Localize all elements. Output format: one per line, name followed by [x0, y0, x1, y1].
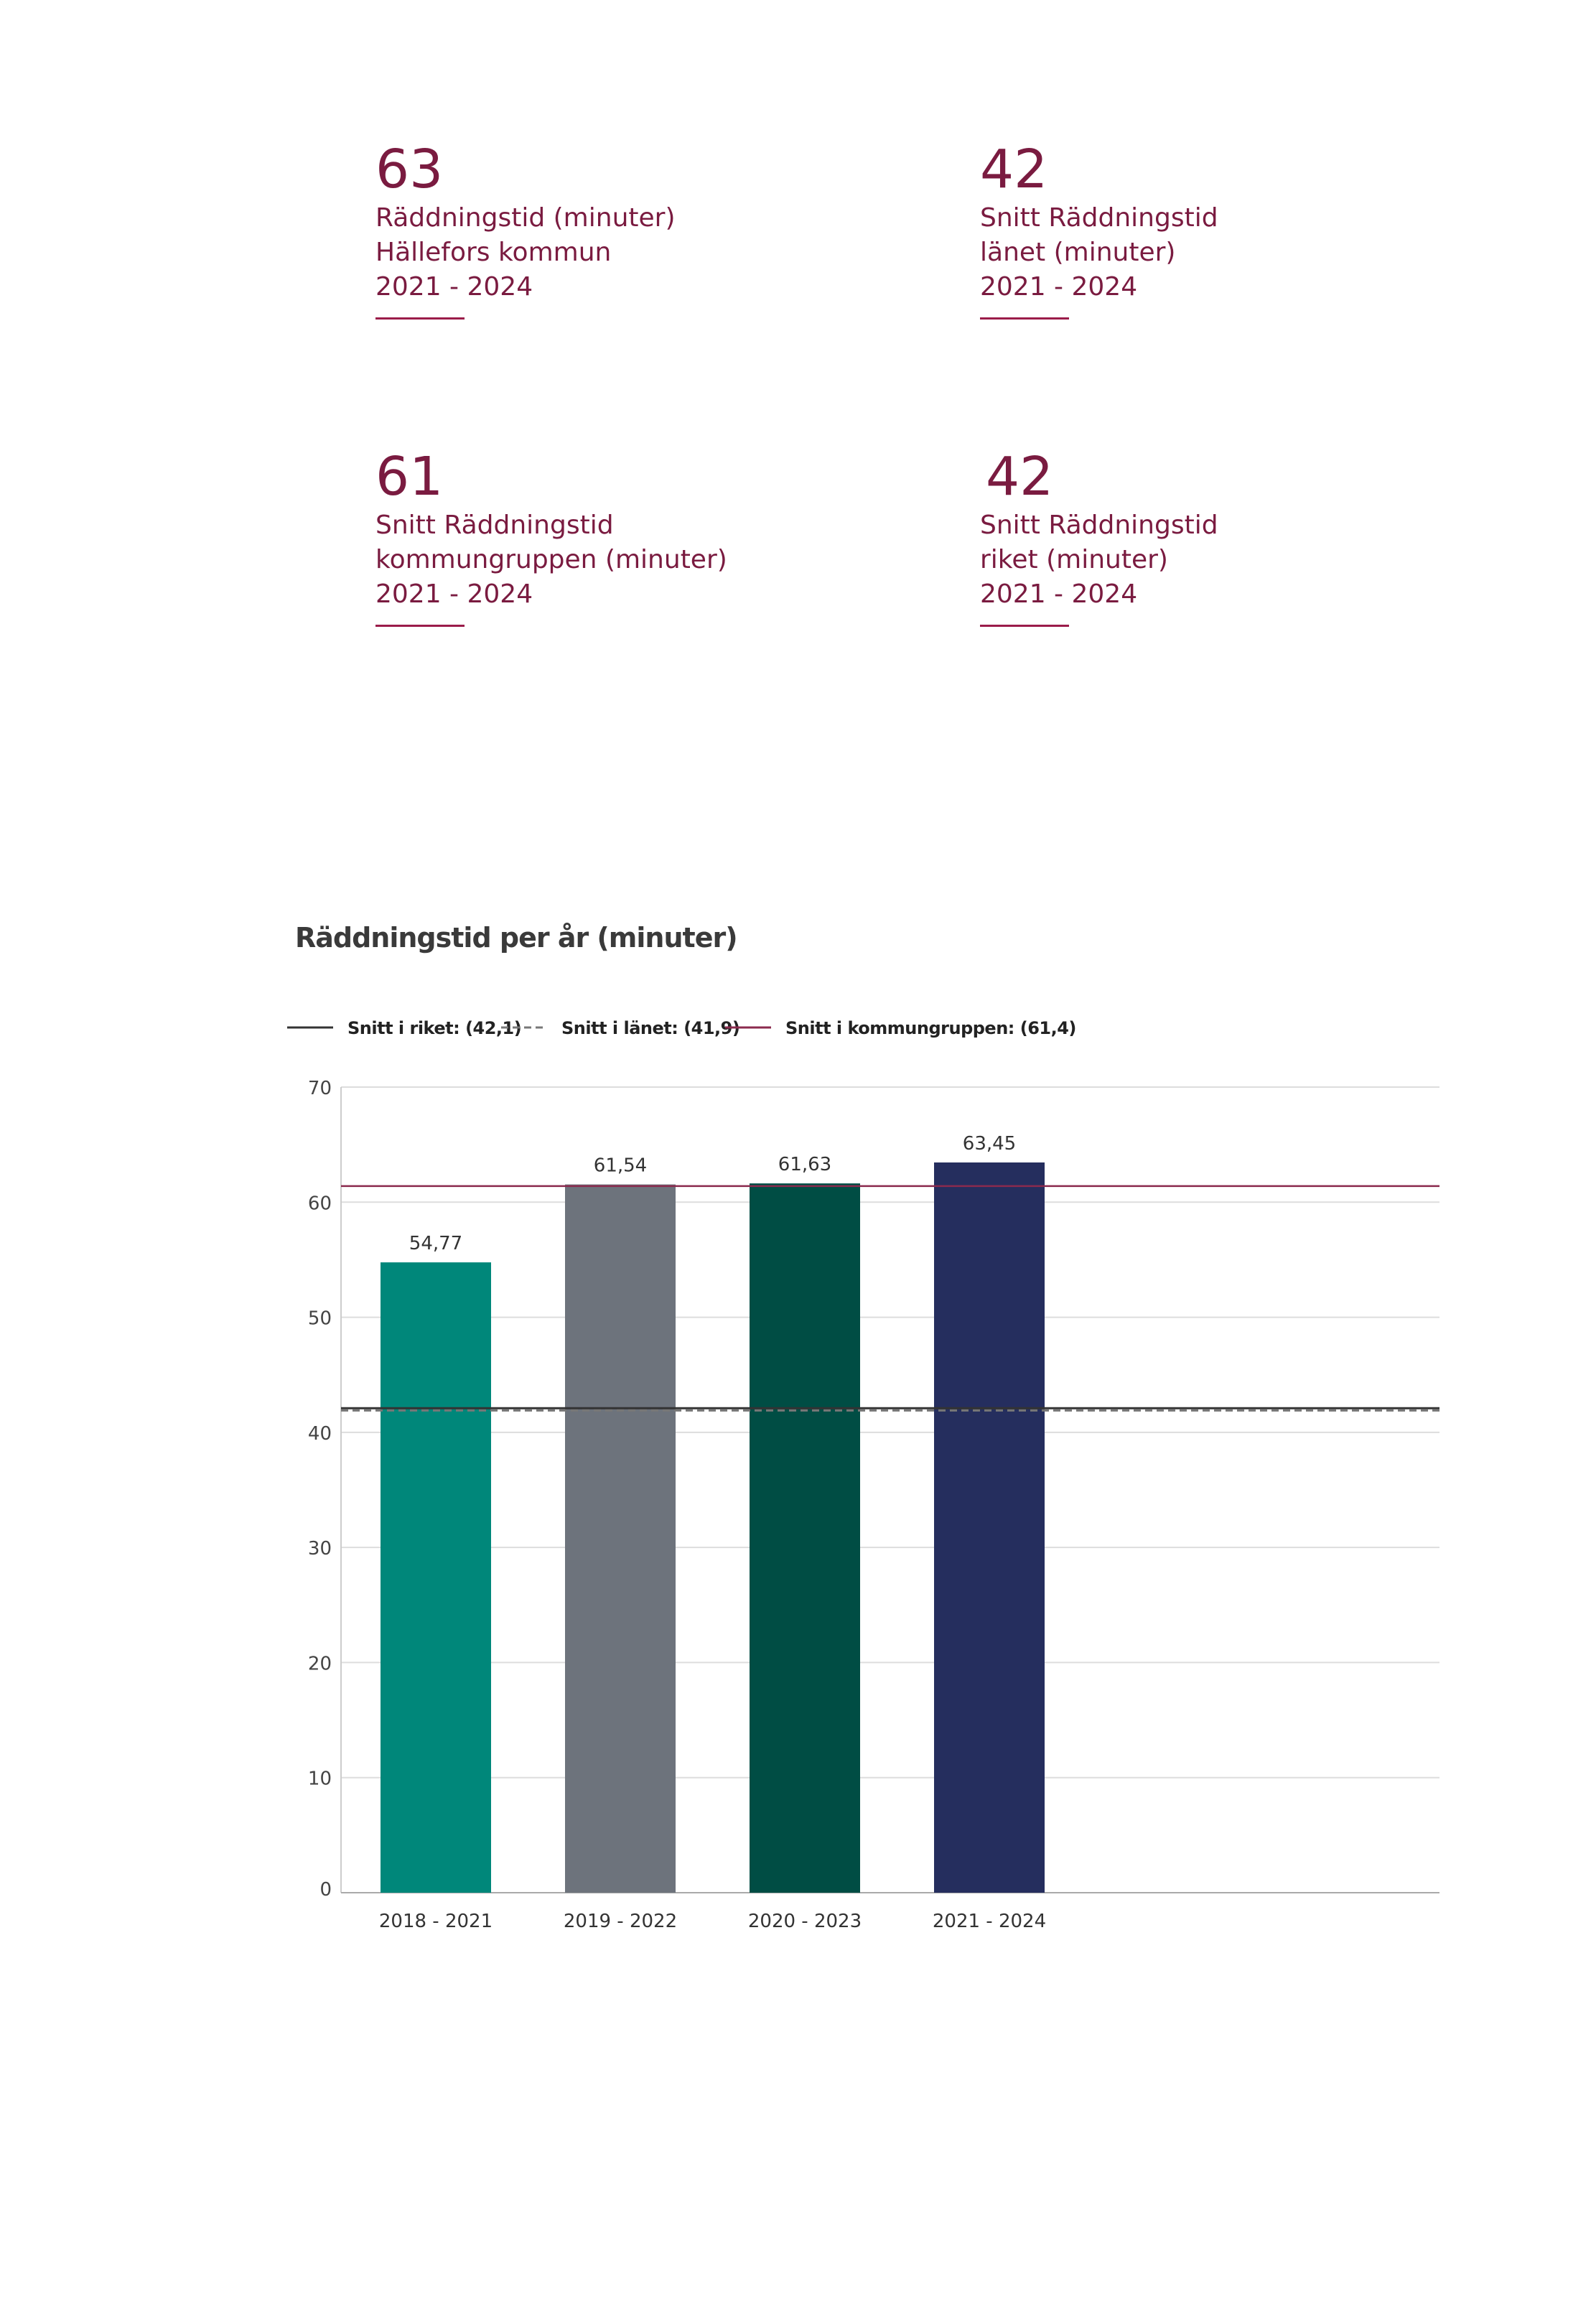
- kpi-value: 63: [375, 139, 444, 200]
- x-tick-label: 2021 - 2024: [933, 1911, 1046, 1932]
- data-label: 63,45: [963, 1133, 1016, 1155]
- y-tick-label: 60: [308, 1193, 332, 1214]
- chart-title: Räddningstid per år (minuter): [295, 922, 738, 954]
- data-label: 61,63: [778, 1154, 831, 1175]
- data-label: 61,54: [594, 1155, 647, 1177]
- kpi-value: 42: [980, 139, 1048, 200]
- kpi-lanet: 42 Snitt Räddningstid länet (minuter) 20…: [980, 141, 1218, 320]
- kpi-divider: [980, 625, 1069, 627]
- legend-label: Snitt i kommungruppen: (61,4): [785, 1018, 1076, 1038]
- kpi-value: 61: [375, 446, 444, 508]
- y-tick-label: 0: [319, 1879, 332, 1901]
- bar: [565, 1184, 676, 1893]
- kpi-label: Snitt Räddningstid länet (minuter) 2021 …: [980, 203, 1218, 302]
- bar: [750, 1183, 860, 1893]
- bar: [381, 1262, 491, 1893]
- kpi-divider: [375, 625, 465, 627]
- x-tick-label: 2018 - 2021: [379, 1911, 493, 1932]
- y-tick-label: 50: [308, 1308, 332, 1330]
- kpi-hallefors: 63 Räddningstid (minuter) Hällefors komm…: [375, 141, 676, 320]
- kpi-kommungruppen: 61 Snitt Räddningstid kommungruppen (min…: [375, 448, 727, 627]
- kpi-value: 42: [986, 446, 1054, 508]
- x-tick-label: 2019 - 2022: [564, 1911, 677, 1932]
- kpi-label: Räddningstid (minuter) Hällefors kommun …: [375, 203, 676, 302]
- bar: [934, 1162, 1045, 1893]
- kpi-label: Snitt Räddningstid kommungruppen (minute…: [375, 511, 727, 609]
- kpi-riket: 42 Snitt Räddningstid riket (minuter) 20…: [980, 448, 1218, 627]
- y-tick-label: 10: [308, 1768, 332, 1790]
- legend-label: Snitt i riket: (42,1): [347, 1018, 521, 1038]
- kpi-divider: [980, 317, 1069, 320]
- data-label: 54,77: [409, 1233, 462, 1254]
- y-tick-label: 70: [308, 1078, 332, 1099]
- kpi-label: Snitt Räddningstid riket (minuter) 2021 …: [980, 511, 1218, 609]
- legend-label: Snitt i länet: (41,9): [561, 1018, 739, 1038]
- kpi-divider: [375, 317, 465, 320]
- x-tick-label: 2020 - 2023: [748, 1911, 862, 1932]
- y-tick-label: 30: [308, 1538, 332, 1560]
- y-tick-label: 40: [308, 1423, 332, 1445]
- y-tick-label: 20: [308, 1653, 332, 1674]
